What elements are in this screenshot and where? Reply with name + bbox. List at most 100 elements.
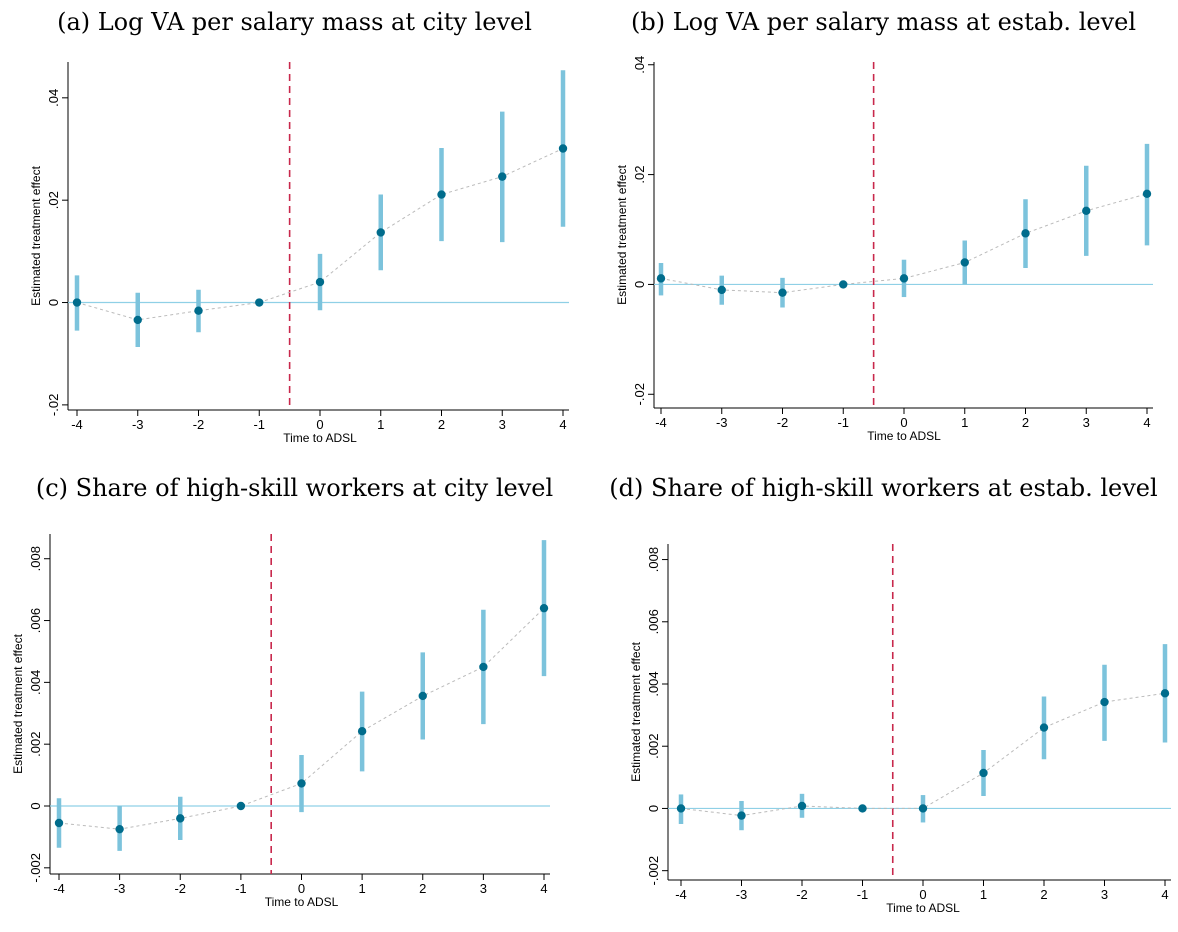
y-tick-label: -.02 xyxy=(46,394,61,416)
estimate-point xyxy=(899,274,909,283)
chart-panel-b: (b) Log VA per salary mass at estab. lev… xyxy=(589,0,1178,466)
estimate-point xyxy=(858,804,867,813)
x-tick-label: 4 xyxy=(1143,415,1150,430)
estimate-point xyxy=(918,804,928,813)
x-tick-label: 2 xyxy=(438,417,445,432)
x-tick-label: -1 xyxy=(253,417,265,432)
chart-plot: -.002 0 .002 .004 .006 .008 -4 -3 -2 -1 0 1 2 3 4 Estim… xyxy=(11,534,550,909)
estimate-point xyxy=(54,818,64,828)
chart-title: (c) Share of high-skill workers at city … xyxy=(35,474,554,502)
estimate-point xyxy=(133,315,142,325)
estimate-point xyxy=(1100,697,1109,707)
x-tick-label: -1 xyxy=(235,881,247,896)
estimate-point xyxy=(717,285,726,295)
estimate-point xyxy=(418,691,427,701)
estimate-point xyxy=(357,727,367,736)
x-tick-label: 2 xyxy=(419,881,426,896)
estimate-point xyxy=(479,662,488,672)
estimate-point xyxy=(1039,723,1049,732)
y-tick-label: .008 xyxy=(646,547,661,572)
estimate-point xyxy=(797,801,807,811)
y-tick-label: 0 xyxy=(28,802,43,809)
x-tick-label: 1 xyxy=(377,417,384,432)
y-tick-label: 0 xyxy=(46,299,61,306)
y-tick-label: .02 xyxy=(632,166,647,184)
estimate-point xyxy=(498,172,507,181)
x-tick-label: -1 xyxy=(857,887,869,902)
estimate-point xyxy=(979,768,988,778)
estimate-point xyxy=(558,144,568,153)
x-tick-label: 0 xyxy=(298,881,305,896)
x-tick-label: -2 xyxy=(796,887,808,902)
y-tick-label: .002 xyxy=(646,734,661,759)
x-tick-label: 3 xyxy=(1101,887,1108,902)
chart-panel-c: (c) Share of high-skill workers at city … xyxy=(0,466,589,932)
y-tick-label: 0 xyxy=(632,281,647,288)
x-tick-label: 1 xyxy=(359,881,366,896)
y-tick-label: .004 xyxy=(28,670,43,695)
estimate-point xyxy=(1142,189,1152,199)
x-tick-label: -4 xyxy=(53,881,65,896)
y-axis-title: Estimated treatment effect xyxy=(629,641,643,782)
x-tick-label: -1 xyxy=(837,415,849,430)
y-tick-label: .04 xyxy=(632,56,647,74)
x-tick-label: 1 xyxy=(980,887,987,902)
estimate-point xyxy=(539,603,549,613)
estimate-point xyxy=(297,779,306,788)
x-tick-label: -4 xyxy=(655,415,667,430)
chart-title: (b) Log VA per salary mass at estab. lev… xyxy=(630,8,1137,36)
y-tick-label: -.02 xyxy=(632,383,647,405)
x-tick-label: 4 xyxy=(559,417,566,432)
estimate-point xyxy=(1021,229,1030,238)
y-tick-label: .006 xyxy=(28,608,43,633)
chart-plot: -.02 0 .02 .04 -4 -3 -2 -1 0 1 2 3 4 Estimated treatm… xyxy=(615,56,1153,443)
x-tick-label: 2 xyxy=(1022,415,1029,430)
y-tick-label: .008 xyxy=(28,546,43,571)
estimate-point xyxy=(376,228,385,237)
y-tick-label: .002 xyxy=(28,732,43,757)
y-tick-label: .04 xyxy=(46,89,61,107)
x-axis-title: Time to ADSL xyxy=(265,895,339,909)
estimate-point xyxy=(737,811,746,820)
y-tick-label: -.002 xyxy=(646,856,661,886)
x-tick-label: -3 xyxy=(736,887,748,902)
x-tick-label: 3 xyxy=(480,881,487,896)
estimate-point xyxy=(115,824,124,834)
y-tick-label: .02 xyxy=(46,191,61,209)
x-tick-label: -2 xyxy=(777,415,789,430)
x-tick-label: 0 xyxy=(919,887,926,902)
estimate-point xyxy=(1082,206,1091,216)
x-tick-label: -4 xyxy=(71,417,83,432)
chart-title: (a) Log VA per salary mass at city level xyxy=(57,8,532,36)
estimate-point xyxy=(1160,689,1170,698)
x-tick-label: 4 xyxy=(1161,887,1168,902)
y-axis-title: Estimated treatment effect xyxy=(29,165,43,306)
estimate-connector-line xyxy=(680,692,1166,817)
x-tick-label: 0 xyxy=(900,415,907,430)
estimate-connector-line xyxy=(58,607,545,830)
estimate-point xyxy=(236,801,246,811)
chart-panel-d: (d) Share of high-skill workers at estab… xyxy=(589,466,1178,932)
x-tick-label: -2 xyxy=(193,417,205,432)
estimate-point xyxy=(72,298,82,307)
chart-title: (d) Share of high-skill workers at estab… xyxy=(609,474,1158,502)
y-axis-title: Estimated treatment effect xyxy=(11,633,25,774)
x-tick-label: 0 xyxy=(316,417,323,432)
estimate-point xyxy=(176,814,185,823)
y-tick-label: 0 xyxy=(646,805,661,812)
y-tick-label: -.002 xyxy=(28,853,43,883)
x-tick-label: -3 xyxy=(132,417,144,432)
x-tick-label: -4 xyxy=(675,887,687,902)
estimate-point xyxy=(656,274,666,283)
x-tick-label: 3 xyxy=(1083,415,1090,430)
x-axis-title: Time to ADSL xyxy=(283,431,357,445)
estimate-point xyxy=(255,298,264,307)
y-tick-label: .004 xyxy=(646,671,661,696)
x-tick-label: -3 xyxy=(114,881,126,896)
estimate-point xyxy=(676,804,686,813)
estimate-point xyxy=(315,277,325,287)
chart-plot: -.002 0 .002 .004 .006 .008 -4 -3 -2 -1 0 1 2 3 4 Estim… xyxy=(629,544,1171,915)
x-tick-label: 4 xyxy=(540,881,547,896)
y-tick-label: .006 xyxy=(646,609,661,634)
chart-plot: -.02 0 .02 .04 -4 -3 -2 -1 0 1 2 3 4 Estimated treatm… xyxy=(29,62,569,445)
